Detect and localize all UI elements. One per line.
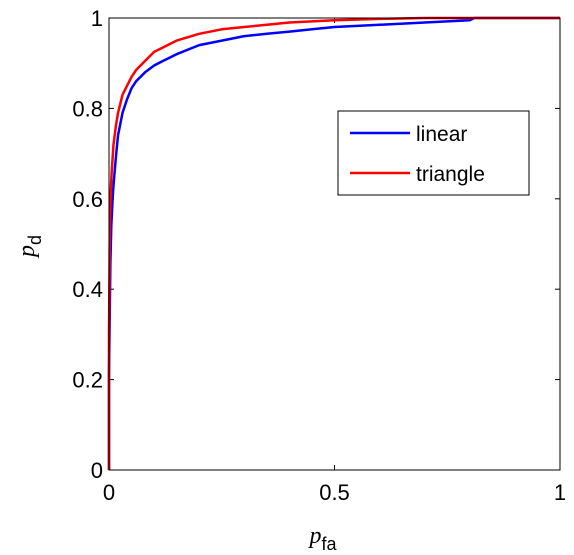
y-tick-label: 0.4 [72,277,103,302]
plot-frame [108,17,561,471]
y-tick-label: 0.2 [72,368,103,393]
x-axis-label: pfa [307,523,337,554]
tick-labels: 0 0.5 1 0 0.2 0.4 0.6 0.8 1 [72,6,566,505]
y-tick-label: 0 [91,458,103,483]
series-lines [107,16,560,470]
x-tick-label: 0.5 [319,480,350,505]
y-tick-label: 0.8 [72,96,103,121]
x-tick-label: 1 [554,480,566,505]
y-tick-label: 1 [91,6,103,31]
x-tick-label: 0 [103,480,115,505]
legend: linear triangle [337,110,530,196]
series-line-linear [107,16,560,470]
legend-label-triangle: triangle [416,163,485,186]
series-line-triangle [107,16,560,470]
legend-label-linear: linear [416,123,467,146]
y-tick-label: 0.6 [72,187,103,212]
plot-area [109,18,560,470]
legend-box [337,110,530,196]
y-axis-label: pd [14,235,45,259]
